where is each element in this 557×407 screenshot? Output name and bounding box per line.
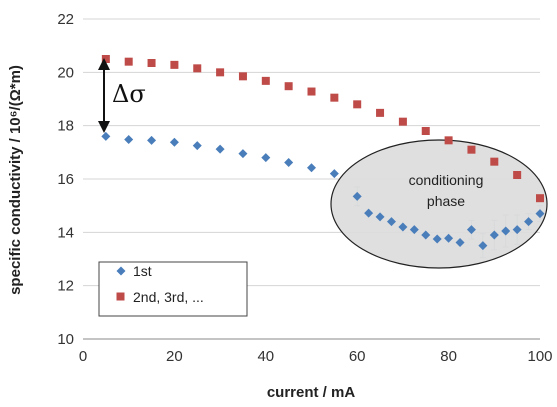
point-1st [307, 163, 316, 173]
point-1st [455, 237, 465, 247]
point-2nd-3rd [170, 60, 179, 69]
point-1st [238, 149, 248, 159]
point-1st [535, 209, 545, 219]
point-2nd-3rd [421, 127, 430, 135]
legend-label-1st: 1st [133, 263, 152, 279]
point-1st [478, 241, 488, 251]
x-axis-title: current / mA [267, 384, 356, 401]
point-2nd-3rd [101, 55, 110, 63]
point-2nd-3rd [536, 194, 544, 203]
point-1st [466, 225, 476, 235]
conditioning-phase-label-line2: phase [427, 193, 465, 209]
y-tick-label: 10 [57, 331, 74, 348]
grid-lines [83, 18, 540, 287]
legend: 1st 2nd, 3rd, ... [98, 261, 248, 317]
point-2nd-3rd [307, 87, 316, 96]
legend-label-2nd: 2nd, 3rd, ... [133, 289, 204, 305]
point-1st [444, 233, 454, 243]
point-1st [101, 131, 111, 141]
tick-labels: 10 12 14 16 18 20 22 0 20 40 60 80 100 [57, 11, 552, 365]
legend-marker-1st [116, 266, 126, 276]
point-2nd-3rd [330, 93, 339, 102]
point-1st [501, 226, 511, 236]
point-1st [284, 157, 294, 167]
point-2nd-3rd [444, 136, 453, 145]
conditioning-phase-label-line1: conditioning [409, 172, 484, 188]
point-2nd-3rd [261, 76, 270, 85]
point-1st [512, 225, 522, 235]
point-1st [352, 191, 362, 201]
point-1st [261, 153, 271, 163]
x-tick-label: 0 [79, 348, 87, 365]
point-1st [489, 230, 499, 240]
point-2nd-3rd [238, 72, 247, 81]
point-2nd-3rd [490, 157, 499, 166]
x-tick-label: 100 [527, 348, 552, 365]
point-1st [169, 137, 179, 147]
point-2nd-3rd [513, 171, 522, 179]
point-2nd-3rd [353, 100, 362, 109]
point-2nd-3rd [398, 117, 407, 126]
delta-sigma-label: Δσ [112, 80, 146, 108]
point-1st [215, 144, 225, 154]
data-marks [101, 55, 545, 251]
point-2nd-3rd [124, 57, 133, 66]
y-tick-label: 22 [57, 11, 74, 28]
y-tick-label: 12 [57, 278, 74, 295]
conditioning-ellipse-layer: conditioning phase [330, 139, 548, 269]
point-2nd-3rd [216, 68, 225, 77]
point-2nd-3rd [467, 145, 476, 154]
x-tick-label: 40 [257, 348, 274, 365]
y-tick-label: 20 [57, 64, 74, 81]
delta-arrow-head-top [98, 58, 110, 70]
point-1st [398, 222, 408, 232]
point-2nd-3rd [147, 59, 156, 67]
point-1st [375, 212, 385, 222]
point-1st [329, 169, 339, 179]
y-tick-label: 14 [57, 224, 74, 241]
point-1st [364, 208, 374, 218]
y-tick-label: 16 [57, 171, 74, 188]
point-2nd-3rd [193, 64, 202, 73]
point-2nd-3rd [376, 108, 385, 117]
point-1st [386, 217, 396, 227]
point-1st [192, 141, 202, 151]
delta-arrow-head-bottom [98, 121, 110, 133]
legend-marker-2nd [116, 292, 125, 301]
point-1st [432, 234, 442, 244]
point-1st [124, 135, 134, 145]
point-1st [524, 217, 534, 227]
x-tick-label: 60 [349, 348, 366, 365]
delta-sigma-annotation: Δσ [98, 58, 146, 133]
y-axis-title: specific conductivity / 10⁶/(Ω*m) [7, 65, 24, 295]
y-tick-label: 18 [57, 118, 74, 135]
point-1st [409, 225, 419, 235]
point-1st [147, 135, 157, 145]
point-2nd-3rd [284, 82, 293, 91]
x-tick-label: 80 [440, 348, 457, 365]
point-1st [421, 230, 431, 240]
x-tick-label: 20 [166, 348, 183, 365]
